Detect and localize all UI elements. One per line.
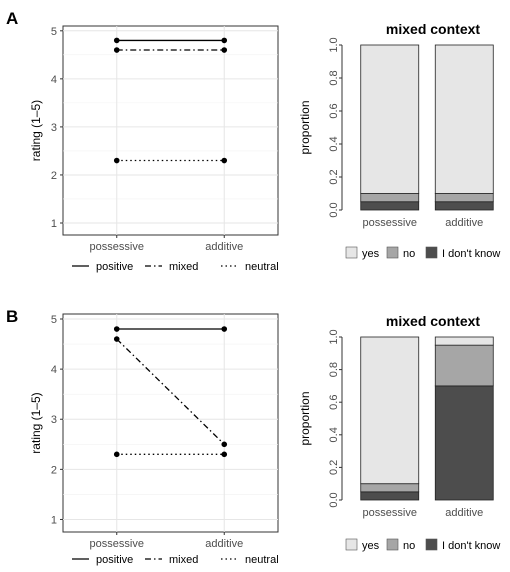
bar-chart-b: mixed context 0.0 0.2 0.4 0.6 0.8 1.0 proportio… bbox=[298, 313, 500, 552]
line-chart-b: 1 2 3 4 5 possessive additive rating (1–5) posit… bbox=[29, 313, 279, 566]
panel-label-a: A bbox=[6, 9, 18, 28]
legend-label-mixed: mixed bbox=[169, 554, 198, 566]
x-tick-label-additive: additive bbox=[205, 538, 243, 550]
data-point-mixed-possessive bbox=[113, 47, 120, 53]
x-tick-label-additive: additive bbox=[445, 217, 483, 229]
data-point-neutral-additive bbox=[221, 157, 228, 164]
bar-segment-no-additive bbox=[434, 344, 494, 387]
y-tick-label: 4 bbox=[51, 74, 57, 86]
y-tick-label: 2 bbox=[51, 464, 57, 476]
line-chart-a: 1 2 3 4 5 possessive additive rating (1–5) posit… bbox=[29, 25, 279, 273]
legend-label-no: no bbox=[403, 540, 415, 552]
bar-segment-i-don-t-know-additive bbox=[434, 201, 494, 211]
legend-label-i-don-t-know: I don't know bbox=[442, 540, 500, 552]
bar-chart-a: mixed context 0.0 0.2 0.4 0.6 0.8 1.0 proportio… bbox=[298, 21, 500, 260]
data-point-neutral-additive bbox=[221, 451, 228, 458]
data-point-neutral-possessive bbox=[113, 157, 120, 164]
y-tick-label: 0.0 bbox=[328, 492, 340, 507]
legend-key-no bbox=[386, 538, 399, 551]
y-tick-label: 0.0 bbox=[328, 202, 340, 217]
y-tick-label: 0.4 bbox=[328, 427, 340, 442]
chart-title: mixed context bbox=[386, 313, 480, 329]
y-tick-label: 4 bbox=[51, 364, 57, 376]
panel-label-b: B bbox=[6, 307, 18, 326]
y-tick-label: 0.8 bbox=[328, 362, 340, 377]
y-tick-label: 0.6 bbox=[328, 103, 340, 118]
legend-label-i-don-t-know: I don't know bbox=[442, 248, 500, 260]
legend-key-yes bbox=[345, 246, 358, 259]
y-tick-label: 1 bbox=[51, 218, 57, 230]
legend-key-i-don-t-know bbox=[425, 538, 438, 551]
y-tick-label: 5 bbox=[51, 26, 57, 38]
bar-segment-i-don-t-know-possessive bbox=[360, 491, 420, 501]
legend-label-mixed: mixed bbox=[169, 261, 198, 273]
legend-label-yes: yes bbox=[362, 540, 380, 552]
legend-label-yes: yes bbox=[362, 248, 380, 260]
y-tick-label: 0.6 bbox=[328, 395, 340, 410]
x-tick-label-possessive: possessive bbox=[90, 241, 144, 253]
legend-label-neutral: neutral bbox=[245, 554, 279, 566]
bar-segment-i-don-t-know-additive bbox=[434, 385, 494, 501]
data-point-mixed-possessive bbox=[113, 336, 120, 342]
y-tick-label: 3 bbox=[51, 122, 57, 134]
legend-label-positive: positive bbox=[96, 261, 133, 273]
bar-segment-yes-additive bbox=[434, 336, 494, 346]
bar-segment-yes-possessive bbox=[360, 336, 420, 485]
legend-key-yes bbox=[345, 538, 358, 551]
plot-panel bbox=[62, 313, 279, 533]
x-tick-label-possessive: possessive bbox=[363, 217, 417, 229]
y-tick-label: 5 bbox=[51, 314, 57, 326]
bar-segment-yes-additive bbox=[434, 44, 494, 194]
data-point-mixed-additive bbox=[221, 47, 228, 53]
chart-title: mixed context bbox=[386, 21, 480, 37]
y-tick-label: 1.0 bbox=[328, 329, 340, 344]
y-tick-label: 0.2 bbox=[328, 169, 340, 184]
y-axis-title: proportion bbox=[298, 391, 312, 445]
data-point-positive-additive bbox=[221, 37, 228, 44]
data-point-neutral-possessive bbox=[113, 451, 120, 458]
legend-key-i-don-t-know bbox=[425, 246, 438, 259]
y-tick-label: 0.2 bbox=[328, 460, 340, 475]
x-tick-label-possessive: possessive bbox=[363, 507, 417, 519]
x-tick-label-additive: additive bbox=[445, 507, 483, 519]
legend-label-positive: positive bbox=[96, 554, 133, 566]
bar-segment-yes-possessive bbox=[360, 44, 420, 194]
y-axis-title: rating (1–5) bbox=[29, 100, 43, 161]
data-point-mixed-additive bbox=[221, 441, 228, 448]
y-tick-label: 2 bbox=[51, 170, 57, 182]
y-tick-label: 3 bbox=[51, 414, 57, 426]
bar-segment-no-possessive bbox=[360, 483, 420, 493]
y-tick-label: 0.4 bbox=[328, 136, 340, 151]
legend-label-neutral: neutral bbox=[245, 261, 279, 273]
series-line-mixed bbox=[116, 338, 225, 445]
bar-segment-no-possessive bbox=[360, 193, 420, 203]
data-point-positive-possessive bbox=[113, 326, 120, 332]
y-axis-title: rating (1–5) bbox=[29, 392, 43, 453]
x-tick-label-additive: additive bbox=[205, 241, 243, 253]
y-tick-label: 0.8 bbox=[328, 70, 340, 85]
legend-label-no: no bbox=[403, 248, 415, 260]
y-axis-title: proportion bbox=[298, 100, 312, 154]
y-tick-label: 1.0 bbox=[328, 37, 340, 52]
legend-key-no bbox=[386, 246, 399, 259]
bar-segment-i-don-t-know-possessive bbox=[360, 201, 420, 211]
y-tick-label: 1 bbox=[51, 514, 57, 526]
x-tick-label-possessive: possessive bbox=[90, 538, 144, 550]
data-point-positive-possessive bbox=[113, 37, 120, 44]
data-point-positive-additive bbox=[221, 326, 228, 332]
bar-segment-no-additive bbox=[434, 193, 494, 203]
plot-panel bbox=[62, 25, 279, 236]
